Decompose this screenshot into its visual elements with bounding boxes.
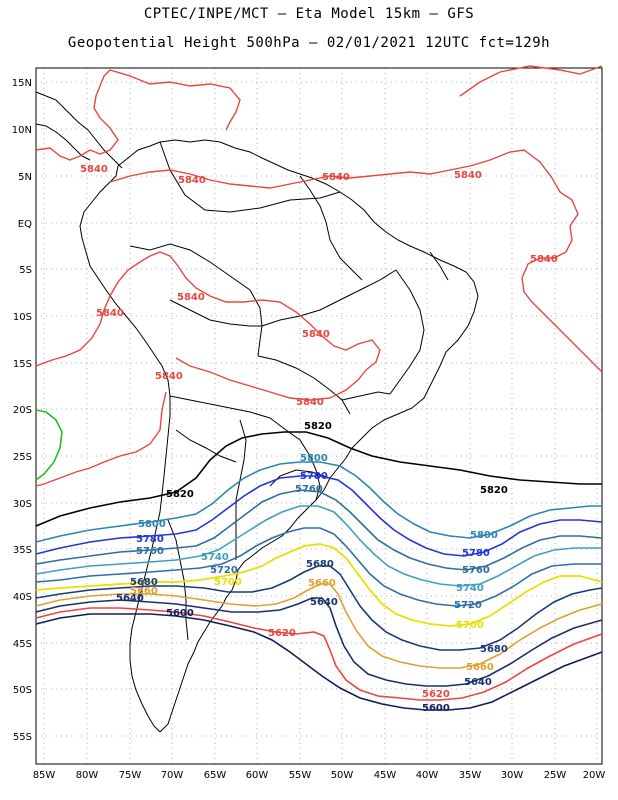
contour-5820 [35,431,602,527]
contour-label-5780: 5780 [300,471,328,482]
contour-5760 [35,489,603,571]
contour-label-5660: 5660 [130,586,158,597]
lon-label: 20W [583,770,606,781]
contour-label-5640: 5640 [310,597,338,608]
contour-label-5760: 5760 [295,484,323,495]
contour-label-5840: 5840 [96,308,124,319]
lon-label: 40W [416,770,439,781]
title-line-2: Geopotential Height 500hPa – 02/01/2021 … [67,35,551,51]
lon-label: 75W [119,770,142,781]
contour-label-5660: 5660 [466,662,494,673]
lat-label: 25S [13,452,32,463]
contour-labels: 5840 5840 5840 5840 5840 5840 5840 5840 … [80,164,558,714]
contour-label-5600: 5600 [166,608,194,619]
lat-label: 10N [12,125,32,136]
contour-label-5840: 5840 [322,172,350,183]
contour-label-5840: 5840 [177,292,205,303]
lat-label: 5S [19,265,32,276]
contour-5720 [35,527,602,607]
lat-label: 5N [18,172,32,183]
contour-5660 [35,583,603,669]
contour-label-5620: 5620 [268,628,296,639]
contour-label-5720: 5720 [454,600,482,611]
lon-label: 80W [76,770,99,781]
lon-label: 65W [204,770,227,781]
contour-label-5720: 5720 [210,565,238,576]
lon-label: 35W [459,770,482,781]
lat-label: 15S [13,359,32,370]
contour-label-5680: 5680 [480,644,508,655]
lon-label: 45W [374,770,397,781]
contour-label-5840: 5840 [155,371,183,382]
contour-label-5840: 5840 [530,254,558,265]
lat-label: 40S [13,592,32,603]
contour-5700 [35,543,603,627]
contour-label-5640: 5640 [116,593,144,604]
contour-label-5840: 5840 [302,329,330,340]
lat-label: 45S [13,639,32,650]
lon-label: 50W [331,770,354,781]
contour-label-5620: 5620 [422,689,450,700]
lat-label: 15N [12,78,32,89]
contour-label-5680: 5680 [306,559,334,570]
contour-5600 [35,613,603,711]
lat-label: 20S [13,405,32,416]
lon-label: 85W [33,770,56,781]
contour-label-5840: 5840 [454,170,482,181]
map-frame [35,67,603,765]
contour-5840 [35,65,603,487]
latitude-axis-labels: 15N 10N 5N EQ 5S 10S 15S 20S 25S 30S 35S… [12,78,32,743]
contour-label-5660: 5660 [308,578,336,589]
contour-label-5740: 5740 [456,583,484,594]
lon-label: 25W [544,770,567,781]
coastlines-borders [35,91,479,733]
contour-5680 [35,565,603,651]
contour-label-5760: 5760 [462,565,490,576]
lon-label: 60W [246,770,269,781]
longitude-axis-labels: 85W 80W 75W 70W 65W 60W 55W 50W 45W 40W … [33,770,606,781]
contour-label-5740: 5740 [201,552,229,563]
contour-label-5840: 5840 [80,164,108,175]
lon-label: 55W [289,770,312,781]
contour-label-5820: 5820 [304,421,332,432]
contour-label-5800: 5800 [138,519,166,530]
lat-label: EQ [18,219,32,230]
lat-label: 50S [13,685,32,696]
contour-green [35,409,63,481]
contour-5780 [35,475,603,557]
contour-label-5760: 5760 [136,546,164,557]
lon-label: 30W [501,770,524,781]
contour-label-5820: 5820 [166,489,194,500]
contour-label-5840: 5840 [296,397,324,408]
contour-label-5800: 5800 [470,530,498,541]
contour-label-5700: 5700 [456,620,484,631]
title-line-1: CPTEC/INPE/MCT – Eta Model 15km – GFS [143,6,475,22]
lat-label: 35S [13,545,32,556]
contour-5740 [35,505,602,587]
contour-5620 [35,607,603,701]
contour-label-5700: 5700 [214,577,242,588]
contour-label-5600: 5600 [422,703,450,714]
contour-label-5780: 5780 [462,548,490,559]
contour-5800 [35,461,602,543]
contour-5640 [35,597,603,687]
contour-label-5820: 5820 [480,485,508,496]
lat-label: 10S [13,312,32,323]
contour-label-5840: 5840 [178,175,206,186]
lat-label: 55S [13,732,32,743]
contour-label-5640: 5640 [464,677,492,688]
contour-label-5780: 5780 [136,534,164,545]
lon-label: 70W [161,770,184,781]
contour-label-5680: 5680 [130,577,158,588]
lat-label: 30S [13,499,32,510]
contour-label-5800: 5800 [300,453,328,464]
